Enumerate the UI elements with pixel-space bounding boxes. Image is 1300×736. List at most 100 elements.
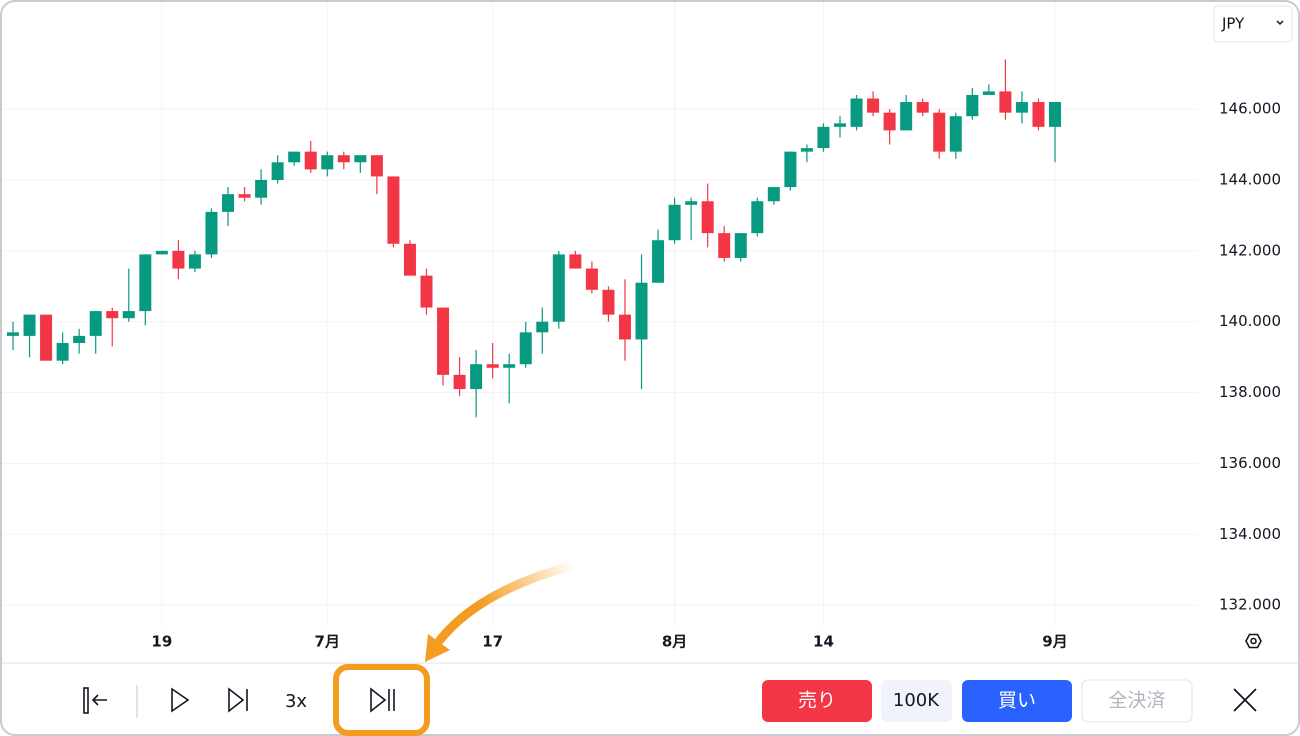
candle-body	[900, 102, 913, 131]
candle-body	[519, 332, 532, 365]
candle-body	[56, 342, 69, 361]
candle-body	[883, 112, 896, 131]
candle-body	[668, 204, 681, 241]
y-tick-label: 140.000	[1219, 312, 1281, 330]
candle-body	[188, 254, 201, 269]
y-tick-label: 142.000	[1219, 241, 1281, 259]
y-tick-label: 138.000	[1219, 383, 1281, 401]
candle-body	[255, 179, 268, 198]
candle-body	[784, 151, 797, 188]
speed-label[interactable]: 3x	[285, 691, 307, 712]
candle-body	[652, 240, 665, 283]
candle-body	[172, 250, 185, 269]
candle-body	[122, 311, 135, 319]
candle-body	[89, 311, 102, 336]
candle-body	[453, 374, 466, 390]
sell-label: 売り	[798, 690, 836, 712]
close-all-button[interactable]: 全決済	[1081, 679, 1193, 723]
candle-body	[205, 211, 218, 255]
candle-body	[834, 123, 846, 127]
y-tick-label: 132.000	[1219, 596, 1281, 614]
candle-body	[685, 201, 698, 205]
x-tick-label: 19	[151, 633, 172, 651]
pointer-arrowhead	[425, 634, 450, 662]
candle-body	[155, 250, 168, 255]
candle-body	[867, 98, 880, 113]
candle-body	[470, 364, 483, 390]
dropdown-caret	[1276, 20, 1284, 26]
candle-body	[139, 254, 152, 312]
candle-body	[982, 91, 995, 95]
candle-body	[420, 275, 433, 308]
candle-body	[387, 176, 400, 244]
candle-body	[40, 314, 53, 361]
jump-start-button[interactable]	[83, 687, 107, 714]
candle-body	[437, 307, 450, 375]
x-tick-label: 9月	[1042, 633, 1067, 651]
y-tick-label: 146.000	[1219, 100, 1281, 118]
x-tick-label: 7月	[315, 633, 340, 651]
candle-body	[403, 243, 416, 276]
candle-body	[486, 364, 499, 368]
candle-body	[966, 94, 979, 117]
candle-body	[288, 151, 301, 163]
candle-body	[701, 201, 714, 234]
pointer-arrow	[435, 560, 580, 645]
candle-body	[222, 194, 235, 212]
y-tick-label: 144.000	[1219, 170, 1281, 188]
amount-label: 100K	[893, 690, 940, 711]
candle-body	[1032, 102, 1045, 127]
x-tick-label: 17	[482, 633, 503, 651]
currency-label: JPY	[1221, 15, 1245, 33]
candle-body	[602, 289, 615, 315]
candle-body	[751, 201, 764, 234]
candle-body	[569, 254, 582, 269]
candle-body	[238, 194, 251, 198]
close-button[interactable]	[1233, 688, 1257, 712]
candle-body	[7, 332, 19, 336]
candle-body	[817, 126, 830, 149]
candle-body	[949, 116, 962, 152]
y-tick-label: 134.000	[1219, 525, 1281, 543]
candle-body	[106, 311, 119, 319]
currency-dropdown[interactable]: JPY	[1213, 5, 1293, 43]
axis-settings[interactable]	[1245, 633, 1262, 649]
candle-body	[23, 314, 36, 336]
candle-body	[1049, 102, 1062, 127]
candle-body	[999, 91, 1012, 113]
candle-body	[503, 364, 516, 368]
step-button[interactable]	[228, 687, 248, 713]
candle-body	[718, 233, 731, 258]
candle-body	[1015, 102, 1028, 113]
buy-button[interactable]: 買い	[962, 680, 1072, 722]
candle-body	[734, 233, 747, 258]
candle-body	[337, 155, 350, 163]
candle-body	[370, 155, 383, 177]
x-tick-label: 14	[813, 633, 834, 651]
candle-body	[767, 187, 780, 202]
x-tick-label: 8月	[662, 633, 687, 651]
sell-button[interactable]: 売り	[762, 680, 872, 722]
candle-body	[354, 155, 367, 163]
candle-body	[850, 98, 863, 127]
candle-body	[304, 151, 317, 170]
buy-label: 買い	[998, 690, 1036, 712]
y-tick-label: 136.000	[1219, 454, 1281, 472]
candle-body	[321, 155, 334, 170]
candle-body	[271, 162, 284, 180]
candle-body	[635, 282, 648, 340]
candle-body	[536, 321, 549, 333]
candle-body	[552, 254, 565, 322]
candle-body	[585, 268, 598, 290]
candle-body	[618, 314, 631, 340]
amount-field[interactable]: 100K	[881, 680, 952, 722]
play-until-button[interactable]	[370, 687, 395, 713]
play-button[interactable]	[171, 687, 190, 713]
candle-body	[916, 102, 929, 113]
candle-body	[73, 335, 86, 343]
highlight-box	[333, 664, 430, 736]
candle-body	[800, 148, 813, 152]
plot-area	[2, 2, 1198, 625]
